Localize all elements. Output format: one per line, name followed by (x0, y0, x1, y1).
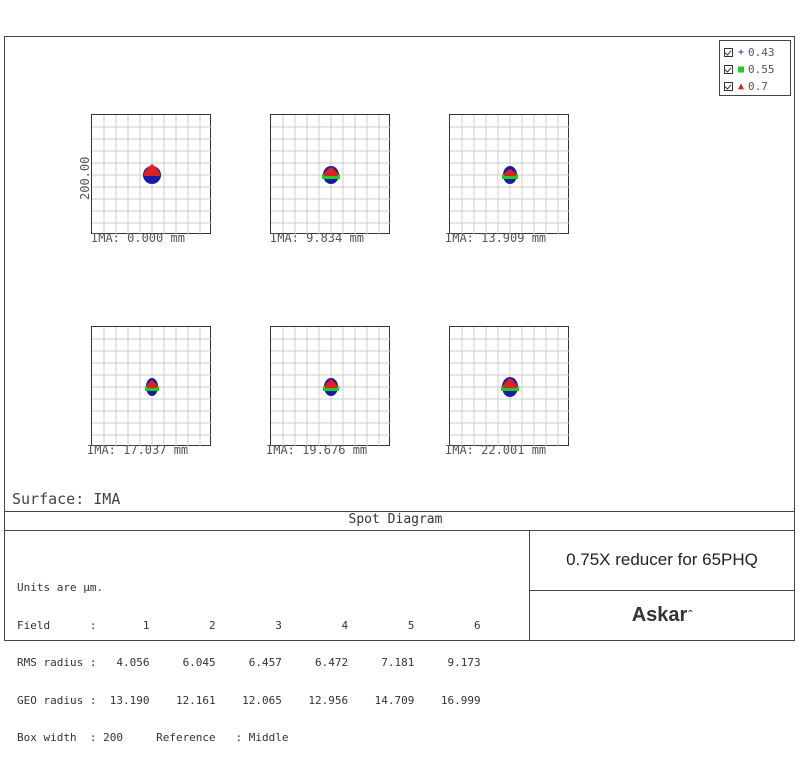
brand-text: Askar (631, 603, 688, 626)
spot-grid-svg (450, 327, 570, 447)
project-title: 0.75X reducer for 65PHQ (566, 550, 758, 569)
ima-label: IMA: 0.000 mm (91, 231, 185, 245)
spot-red (146, 380, 158, 388)
divider-top (4, 511, 795, 512)
brand-logo: Askar ˆ (631, 603, 693, 626)
ima-label: IMA: 19.676 mm (266, 443, 368, 457)
spot-box (449, 114, 570, 235)
spot-green (145, 386, 159, 391)
spot-box (91, 326, 212, 447)
divider-title (4, 530, 795, 531)
plot-frame (4, 36, 795, 641)
wavelength-legend: +0.43 ■ 0.55 ▲ 0.7 (719, 40, 791, 96)
divider-brand (529, 590, 795, 591)
marker-icon: ■ (737, 63, 745, 75)
spot-box (270, 326, 391, 447)
marker-icon: + (737, 46, 745, 58)
divider-vertical (529, 530, 530, 640)
spot-red (502, 378, 518, 388)
spot-grid-svg (92, 327, 212, 447)
wavelength-label: 0.7 (748, 79, 768, 93)
spot-grid-svg (271, 115, 391, 235)
checkbox-icon[interactable] (724, 64, 733, 74)
surface-label: Surface: IMA (12, 490, 121, 508)
spot-box (270, 114, 391, 235)
geo-row: GEO radius : 13.190 12.161 12.065 12.956… (17, 693, 481, 707)
spot-grid-svg (92, 115, 212, 235)
spot-green (502, 174, 518, 179)
spot-green (322, 174, 340, 179)
legend-item[interactable]: ■ 0.55 (724, 61, 775, 77)
ima-label: IMA: 17.037 mm (87, 443, 189, 457)
field-row: Field : 1 2 3 4 5 6 (17, 618, 481, 632)
spot-red (324, 379, 338, 388)
diagram-title: Spot Diagram (348, 512, 443, 527)
wavelength-label: 0.55 (748, 62, 775, 76)
legend-item[interactable]: +0.43 (724, 44, 775, 60)
ima-label: IMA: 22.001 mm (445, 443, 547, 457)
scale-axis-label: 200.00 (78, 156, 92, 200)
info-block: Units are µm. Field : 1 2 3 4 5 6 RMS ra… (17, 557, 481, 757)
wavelength-label: 0.43 (748, 45, 775, 59)
units-text: Units are µm. (17, 581, 104, 594)
spot-grid-svg (271, 327, 391, 447)
checkbox-icon[interactable] (724, 81, 733, 91)
spot-box (449, 326, 570, 447)
spot-green (323, 386, 339, 391)
ima-label: IMA: 9.834 mm (270, 231, 364, 245)
spot-green (501, 386, 519, 391)
checkbox-icon[interactable] (724, 47, 733, 57)
spot-box (91, 114, 212, 235)
ima-label: IMA: 13.909 mm (445, 231, 547, 245)
spot-grid-svg (450, 115, 570, 235)
marker-icon: ▲ (737, 80, 745, 92)
spot-red (143, 164, 161, 176)
rms-row: RMS radius : 4.056 6.045 6.457 6.472 7.1… (17, 656, 481, 669)
spot-red (323, 167, 339, 176)
spot-red (503, 169, 517, 176)
legend-item[interactable]: ▲ 0.7 (724, 78, 768, 94)
box-width-row: Box width : 200 Reference : Middle (17, 731, 289, 744)
